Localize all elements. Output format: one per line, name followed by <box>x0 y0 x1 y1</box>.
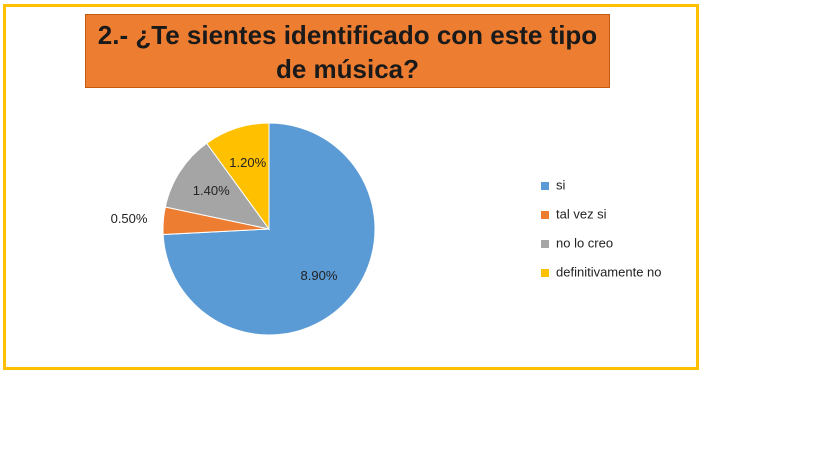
chart-frame <box>3 4 699 370</box>
chart-title: 2.- ¿Te sientes identificado con este ti… <box>85 14 610 88</box>
pie-slice <box>164 142 271 230</box>
legend-swatch <box>541 182 549 190</box>
legend-swatch <box>541 269 549 277</box>
data-label: 0.50% <box>111 211 148 226</box>
legend-label: no lo creo <box>556 235 613 250</box>
legend-swatch <box>541 211 549 219</box>
legend-label: definitivamente no <box>556 264 662 279</box>
data-label: 1.40% <box>193 183 230 198</box>
data-label: 8.90% <box>301 268 338 283</box>
legend-swatch <box>541 240 549 248</box>
pie-slice <box>205 122 270 231</box>
data-label: 1.20% <box>229 155 266 170</box>
legend-label: tal vez si <box>556 206 607 221</box>
legend-label: si <box>556 177 566 192</box>
